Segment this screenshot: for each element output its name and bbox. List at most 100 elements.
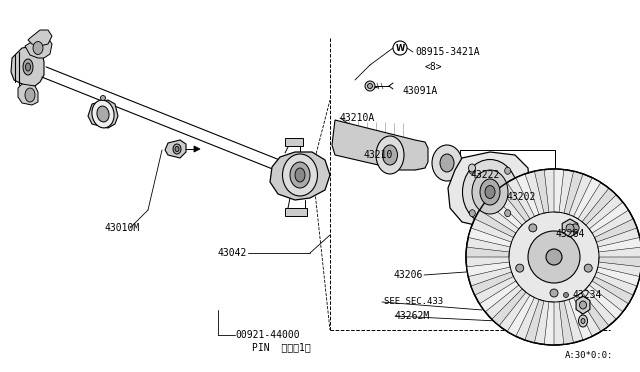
Polygon shape [544, 302, 554, 345]
Ellipse shape [550, 289, 558, 297]
Ellipse shape [393, 41, 407, 55]
Text: W: W [396, 44, 404, 52]
Ellipse shape [563, 292, 568, 298]
Polygon shape [165, 140, 186, 158]
Polygon shape [595, 219, 637, 242]
Text: 43206: 43206 [394, 270, 424, 280]
Polygon shape [534, 170, 549, 213]
Polygon shape [194, 146, 200, 152]
Polygon shape [468, 228, 511, 247]
Ellipse shape [295, 168, 305, 182]
Polygon shape [559, 301, 573, 344]
Polygon shape [88, 100, 118, 128]
Ellipse shape [480, 179, 500, 205]
Ellipse shape [173, 144, 181, 154]
Polygon shape [578, 292, 609, 331]
Polygon shape [479, 281, 519, 312]
Ellipse shape [469, 167, 476, 174]
Ellipse shape [432, 145, 462, 181]
Text: 43234: 43234 [573, 290, 602, 300]
Polygon shape [507, 295, 534, 336]
Text: 43042: 43042 [218, 248, 248, 258]
Ellipse shape [505, 167, 511, 174]
Text: 43210: 43210 [364, 150, 394, 160]
Polygon shape [596, 267, 640, 286]
Polygon shape [525, 299, 544, 343]
Polygon shape [18, 84, 38, 105]
Ellipse shape [23, 59, 33, 75]
Ellipse shape [505, 210, 511, 217]
Polygon shape [598, 237, 640, 252]
Ellipse shape [566, 224, 574, 232]
Polygon shape [448, 152, 530, 228]
Polygon shape [492, 289, 526, 326]
Ellipse shape [472, 170, 508, 214]
Polygon shape [516, 174, 539, 217]
Ellipse shape [175, 147, 179, 151]
Ellipse shape [579, 315, 588, 327]
Polygon shape [466, 247, 509, 257]
Polygon shape [475, 210, 516, 237]
Polygon shape [589, 202, 628, 233]
Text: 43262M: 43262M [395, 311, 430, 321]
Polygon shape [564, 171, 583, 215]
Polygon shape [485, 195, 522, 229]
Text: 43091A: 43091A [403, 86, 438, 96]
Text: SEE SEC.433: SEE SEC.433 [384, 298, 443, 307]
Text: A:30*0:0:: A:30*0:0: [565, 350, 613, 359]
Ellipse shape [367, 83, 372, 89]
Ellipse shape [571, 224, 579, 232]
Text: 43202: 43202 [507, 192, 536, 202]
Polygon shape [562, 219, 578, 237]
Polygon shape [598, 257, 640, 267]
Ellipse shape [92, 100, 114, 128]
Ellipse shape [528, 231, 580, 283]
Text: 43222: 43222 [471, 170, 500, 180]
Ellipse shape [516, 264, 524, 272]
Bar [285, 208, 307, 216]
Ellipse shape [463, 160, 518, 224]
Polygon shape [569, 298, 592, 340]
Ellipse shape [26, 63, 31, 71]
Ellipse shape [579, 301, 586, 309]
Polygon shape [576, 296, 590, 314]
Ellipse shape [529, 224, 537, 232]
Text: 43210A: 43210A [340, 113, 375, 123]
Polygon shape [586, 285, 623, 319]
Polygon shape [471, 272, 513, 295]
Text: PIN  ピン（1）: PIN ピン（1） [252, 342, 311, 352]
Ellipse shape [546, 249, 562, 265]
Ellipse shape [469, 210, 476, 217]
Ellipse shape [100, 96, 106, 100]
Ellipse shape [25, 88, 35, 102]
Ellipse shape [376, 136, 404, 174]
Text: 08915-3421A: 08915-3421A [415, 47, 479, 57]
Polygon shape [554, 169, 564, 212]
Polygon shape [332, 120, 428, 170]
Ellipse shape [33, 42, 43, 55]
Bar [285, 138, 303, 146]
Ellipse shape [466, 169, 640, 345]
Text: 43264: 43264 [556, 229, 586, 239]
Ellipse shape [282, 154, 317, 196]
Polygon shape [499, 183, 530, 222]
Ellipse shape [383, 145, 397, 165]
Ellipse shape [581, 318, 585, 324]
Ellipse shape [468, 164, 476, 172]
Polygon shape [25, 38, 52, 58]
Polygon shape [270, 152, 330, 200]
Ellipse shape [365, 81, 375, 91]
Ellipse shape [97, 106, 109, 122]
Polygon shape [573, 178, 601, 219]
Polygon shape [582, 188, 616, 225]
Ellipse shape [485, 186, 495, 199]
Text: <8>: <8> [425, 62, 443, 72]
Ellipse shape [290, 162, 310, 188]
Polygon shape [467, 262, 510, 276]
Polygon shape [592, 276, 634, 304]
Ellipse shape [584, 264, 592, 272]
Text: 43010M: 43010M [104, 223, 140, 233]
Ellipse shape [440, 154, 454, 172]
Text: 00921-44000: 00921-44000 [235, 330, 300, 340]
Polygon shape [28, 30, 52, 46]
